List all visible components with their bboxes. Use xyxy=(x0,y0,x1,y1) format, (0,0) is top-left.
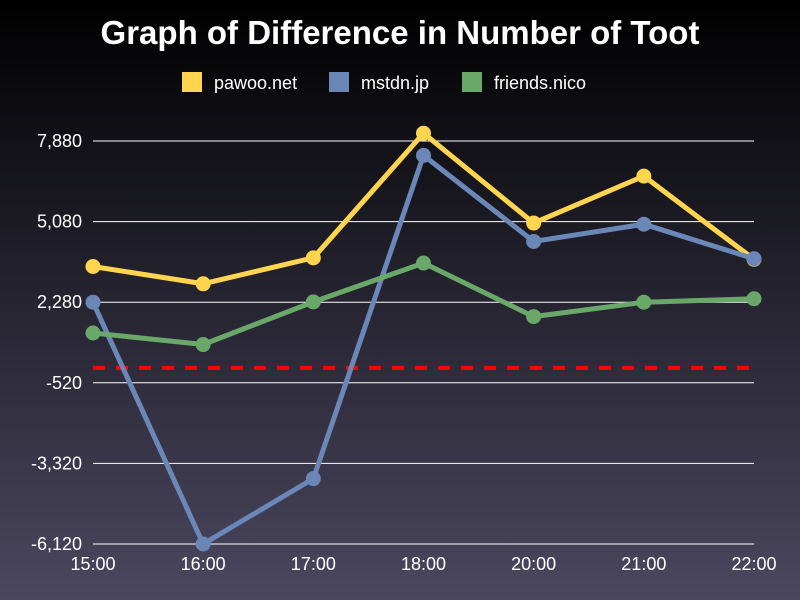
data-point xyxy=(305,250,321,266)
data-point xyxy=(85,259,101,275)
y-axis-tick-labels: 7,880 5,080 2,280 -520 -3,320 -6,120 xyxy=(31,131,82,554)
y-tick-label: -520 xyxy=(46,373,82,393)
legend-label: friends.nico xyxy=(494,73,586,93)
legend-item: mstdn.jp xyxy=(329,72,429,93)
data-point xyxy=(636,216,652,232)
x-tick-label: 15:00 xyxy=(70,554,115,574)
data-point xyxy=(746,251,762,267)
data-point xyxy=(746,291,762,307)
y-tick-label: 5,080 xyxy=(37,212,82,232)
y-tick-label: -6,120 xyxy=(31,534,82,554)
x-axis-tick-labels: 15:00 16:00 17:00 18:00 20:00 21:00 22:00 xyxy=(70,554,776,574)
series-layer xyxy=(85,125,762,552)
data-point xyxy=(305,471,321,487)
legend-item: friends.nico xyxy=(462,72,586,93)
series-friends-nico xyxy=(85,255,762,353)
data-point xyxy=(416,147,431,163)
y-tick-label: 2,280 xyxy=(37,292,82,312)
x-tick-label: 16:00 xyxy=(181,554,226,574)
chart-title: Graph of Difference in Number of Toot xyxy=(100,14,700,51)
series-line xyxy=(90,152,755,547)
data-point xyxy=(195,276,211,292)
data-point xyxy=(195,536,211,552)
data-point xyxy=(85,294,101,310)
grid-lines xyxy=(93,140,754,545)
data-point xyxy=(416,125,431,141)
legend-item: pawoo.net xyxy=(182,72,297,93)
data-point xyxy=(526,233,542,249)
series-line xyxy=(92,260,755,348)
x-tick-label: 21:00 xyxy=(621,554,666,574)
data-point xyxy=(305,294,321,310)
data-point xyxy=(526,309,542,325)
x-tick-label: 17:00 xyxy=(291,554,336,574)
data-point xyxy=(526,215,542,231)
data-point xyxy=(85,325,101,341)
x-tick-label: 20:00 xyxy=(511,554,556,574)
x-tick-label: 22:00 xyxy=(731,554,776,574)
legend-swatch xyxy=(462,72,482,92)
legend-label: mstdn.jp xyxy=(361,73,429,93)
data-point xyxy=(195,337,211,353)
data-point xyxy=(636,294,652,310)
data-point xyxy=(636,168,652,184)
y-tick-label: 7,880 xyxy=(37,131,82,151)
data-point xyxy=(416,255,431,271)
series-mstdn-jp xyxy=(85,147,762,552)
legend-swatch xyxy=(182,72,202,92)
y-tick-label: -3,320 xyxy=(31,453,82,473)
legend-label: pawoo.net xyxy=(214,73,297,93)
legend: pawoo.net mstdn.jp friends.nico xyxy=(182,72,586,93)
x-tick-label: 18:00 xyxy=(401,554,446,574)
legend-swatch xyxy=(329,72,349,92)
